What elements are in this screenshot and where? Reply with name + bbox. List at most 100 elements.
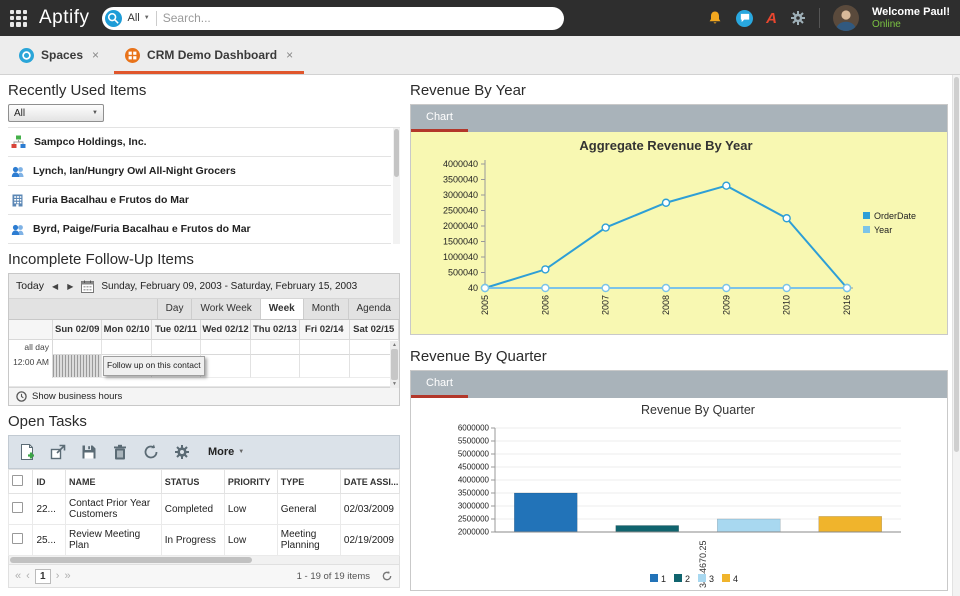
view-month-button[interactable]: Month [302, 299, 348, 319]
calendar-cell[interactable] [53, 340, 103, 355]
list-item[interactable]: Byrd, Paige/Furia Bacalhau e Frutos do M… [8, 215, 391, 244]
view-day-button[interactable]: Day [156, 299, 192, 319]
scrollbar[interactable] [393, 128, 400, 244]
panel-header: Chart [411, 371, 947, 398]
settings-icon[interactable] [173, 443, 191, 461]
user-info: Welcome Paul! Online [872, 6, 950, 30]
chevron-down-icon: ▼ [92, 110, 98, 116]
scroll-up-icon[interactable]: ▲ [392, 342, 397, 348]
close-icon[interactable]: × [92, 48, 100, 62]
delete-icon[interactable] [111, 443, 129, 461]
svg-text:6000000: 6000000 [458, 424, 490, 433]
view-agenda-button[interactable]: Agenda [347, 299, 399, 319]
row-checkbox[interactable] [12, 533, 23, 544]
global-search-bar: All ▼ [101, 6, 564, 30]
open-record-icon[interactable] [49, 443, 67, 461]
refresh-icon[interactable] [142, 443, 160, 461]
scrollbar[interactable]: ▲ ▼ [390, 341, 399, 388]
calendar-cell[interactable] [300, 355, 350, 378]
more-button[interactable]: More ▼ [208, 446, 244, 458]
refresh-icon[interactable] [381, 570, 393, 582]
view-week-button[interactable]: Week [259, 299, 303, 319]
svg-text:OrderDate: OrderDate [874, 211, 916, 221]
column-header[interactable]: ID [32, 469, 67, 494]
next-page-button[interactable]: › [55, 569, 60, 582]
tab-spaces[interactable]: Spaces × [6, 36, 112, 74]
tab-crm-demo-dashboard[interactable]: CRM Demo Dashboard × [112, 36, 306, 74]
cell-name: Contact Prior Year Customers [65, 493, 162, 525]
tasks-pagination: « ‹ 1 › » 1 - 19 of 19 items [8, 565, 400, 588]
column-header[interactable]: DATE ASSI... [339, 469, 401, 494]
date-range-label: Sunday, February 09, 2003 - Saturday, Fe… [101, 280, 358, 292]
prev-page-button[interactable]: ‹ [26, 569, 30, 582]
svg-text:4: 4 [733, 574, 738, 584]
scrollbar-thumb[interactable] [391, 349, 398, 380]
search-scope-dropdown[interactable]: All ▼ [128, 12, 150, 24]
recently-used-filter-dropdown[interactable]: All ▼ [8, 104, 104, 122]
today-button[interactable]: Today [16, 280, 45, 292]
tab-chart[interactable]: Chart [411, 371, 468, 398]
notifications-bell-icon[interactable] [707, 10, 723, 26]
list-item[interactable]: Furia Bacalhau e Frutos do Mar [8, 186, 391, 215]
show-business-hours-button[interactable]: Show business hours [9, 387, 399, 405]
calendar-cell[interactable] [300, 340, 350, 355]
day-header: Fri 02/14 [300, 320, 350, 340]
business-hours-label: Show business hours [32, 391, 123, 402]
cell-name: Review Meeting Plan [65, 524, 162, 556]
calendar-cell[interactable] [151, 340, 202, 355]
row-checkbox[interactable] [12, 502, 23, 513]
calendar-icon[interactable] [81, 280, 95, 293]
table-row[interactable]: 25... Review Meeting Plan In Progress Lo… [7, 524, 401, 556]
time-row: 12:00 AM Follow up on this contact [9, 355, 399, 378]
scroll-down-icon[interactable]: ▼ [392, 381, 397, 387]
calendar-cell[interactable] [250, 355, 301, 378]
gear-icon[interactable] [790, 10, 806, 26]
calendar-cell[interactable] [102, 340, 152, 355]
people-icon [11, 165, 25, 178]
app-launcher-icon[interactable] [10, 9, 27, 27]
day-header: Wed 02/12 [201, 320, 251, 340]
messages-icon[interactable] [736, 9, 754, 27]
prev-week-icon[interactable]: ◀ [52, 281, 59, 291]
svg-text:2: 2 [685, 574, 690, 584]
search-icon[interactable] [104, 9, 122, 27]
column-header[interactable]: TYPE [276, 469, 341, 494]
page-scrollbar[interactable] [952, 75, 960, 596]
calendar-cell[interactable] [201, 355, 251, 378]
list-item[interactable]: Sampco Holdings, Inc. [8, 128, 391, 157]
revenue-year-panel: Chart Aggregate Revenue By Year 40 500040 1… [410, 104, 948, 335]
more-label: More [208, 446, 235, 458]
table-row[interactable]: 22... Contact Prior Year Customers Compl… [7, 493, 401, 525]
new-task-icon[interactable] [18, 443, 36, 461]
tab-chart[interactable]: Chart [411, 105, 468, 132]
next-week-icon[interactable]: ▶ [67, 281, 74, 291]
company-icon [11, 194, 24, 207]
current-page[interactable]: 1 [34, 568, 51, 584]
scrollbar-thumb[interactable] [394, 129, 399, 177]
horizontal-scrollbar[interactable] [8, 556, 400, 565]
save-icon[interactable] [80, 443, 98, 461]
svg-text:3444670.25: 3444670.25 [698, 540, 708, 588]
calendar-cell[interactable] [201, 340, 251, 355]
scrollbar-thumb[interactable] [954, 77, 959, 453]
list-item[interactable]: Lynch, Ian/Hungry Owl All-Night Grocers [8, 157, 391, 186]
calendar-cell[interactable] [250, 340, 301, 355]
all-day-row: all day [9, 340, 399, 355]
select-all-checkbox[interactable] [12, 475, 23, 486]
followup-event[interactable]: Follow up on this contact [103, 356, 205, 376]
column-header[interactable]: STATUS [160, 469, 225, 494]
open-tabs-bar: Spaces × CRM Demo Dashboard × [0, 36, 960, 75]
column-header[interactable]: NAME [65, 469, 162, 494]
svg-text:4000040: 4000040 [443, 159, 478, 169]
first-page-button[interactable]: « [15, 569, 22, 582]
user-avatar[interactable] [832, 5, 859, 31]
chevron-down-icon: ▼ [143, 15, 150, 21]
close-icon[interactable]: × [286, 48, 294, 62]
list-item-label: Byrd, Paige/Furia Bacalhau e Frutos do M… [33, 223, 251, 235]
view-workweek-button[interactable]: Work Week [191, 299, 259, 319]
last-page-button[interactable]: » [64, 569, 71, 582]
scrollbar-thumb[interactable] [10, 557, 252, 563]
aptify-a-icon[interactable]: A [766, 9, 777, 27]
search-input[interactable] [162, 11, 556, 25]
column-header[interactable]: PRIORITY [223, 469, 278, 494]
